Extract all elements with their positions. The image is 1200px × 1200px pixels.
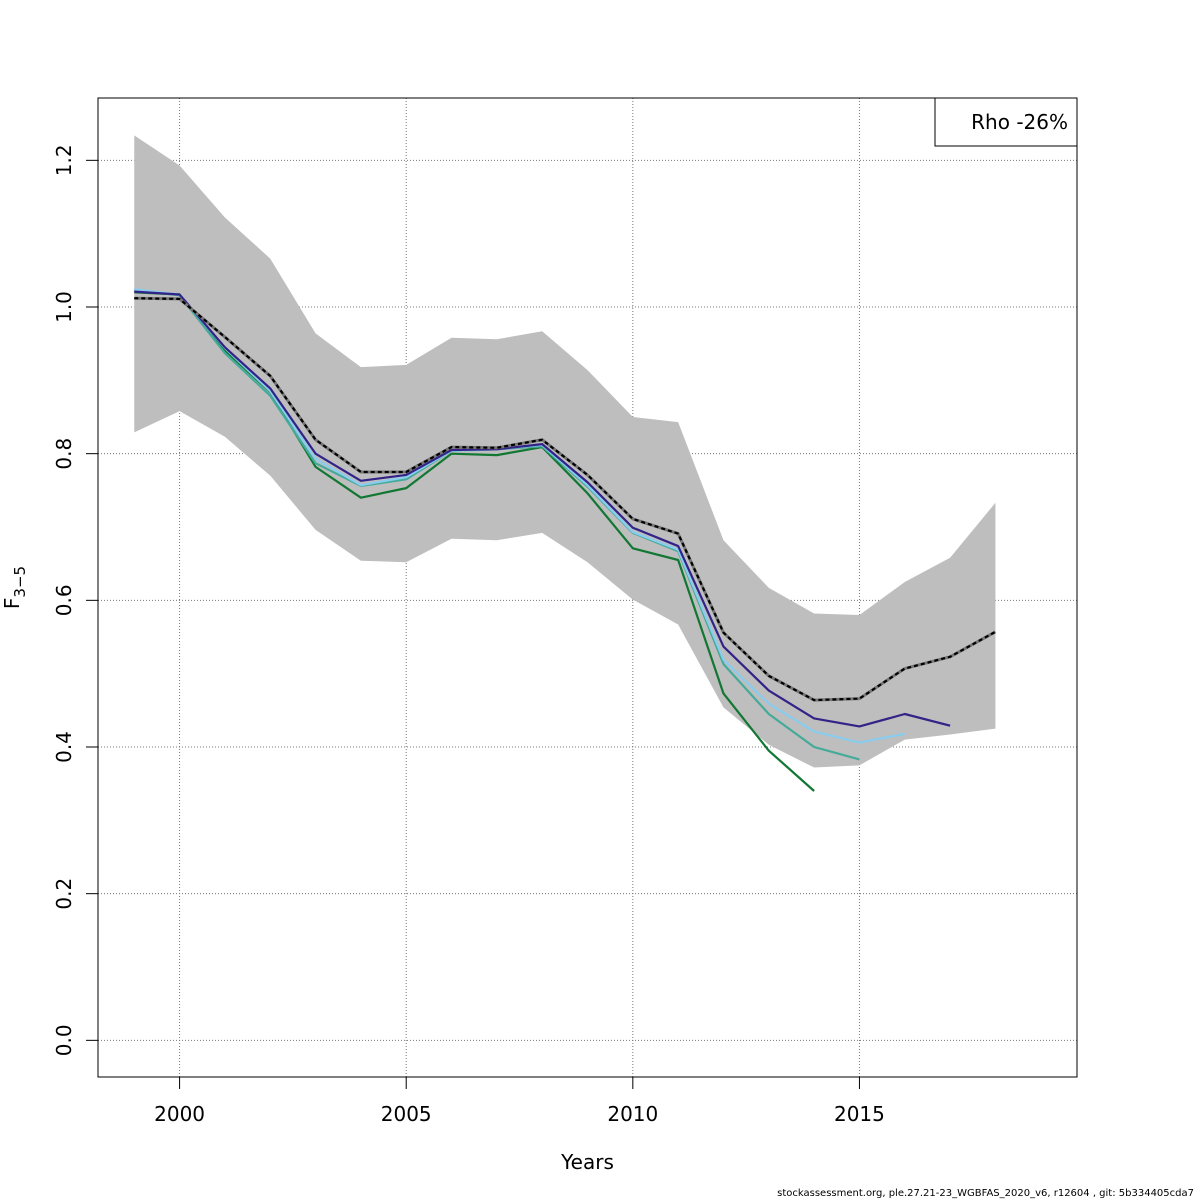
legend: Rho -26% [934,97,1078,147]
y-axis-title-main: F [0,598,24,610]
series-line-2018 [134,297,996,702]
footer-source-text: stockassessment.org, ple.27.21-23_WGBFAS… [777,1188,1194,1199]
plot-frame [97,97,1078,1078]
confidence-band-layer [134,135,996,768]
y-tick-label: 0.2 [52,878,76,910]
y-tick-label: 0.0 [52,1024,76,1056]
legend-rho-text: Rho -26% [971,110,1068,134]
y-tick-label: 1.2 [52,144,76,176]
x-axis-title: Years [560,1150,614,1174]
x-tick-label: 2005 [381,1102,432,1126]
y-tick-label: 0.6 [52,584,76,616]
series-layer [134,288,997,792]
x-tick-label: 2000 [154,1102,205,1126]
y-tick-label: 1.0 [52,291,76,323]
y-axis-title-text: F3−5 [0,566,29,609]
confidence-band [134,135,996,768]
y-axis: 0.0 0.2 0.4 0.6 0.8 1.0 1.2 [52,144,98,1056]
series-line-2017 [134,290,951,728]
x-axis: 2000 2005 2010 2015 [154,1077,885,1126]
x-tick-label: 2015 [834,1102,885,1126]
legend-box [934,97,1078,147]
y-axis-title-subscript: 3−5 [11,566,29,598]
x-tick-label: 2010 [607,1102,658,1126]
y-tick-label: 0.8 [52,438,76,470]
y-axis-title: F3−5 [0,566,29,609]
y-tick-label: 0.4 [52,731,76,763]
